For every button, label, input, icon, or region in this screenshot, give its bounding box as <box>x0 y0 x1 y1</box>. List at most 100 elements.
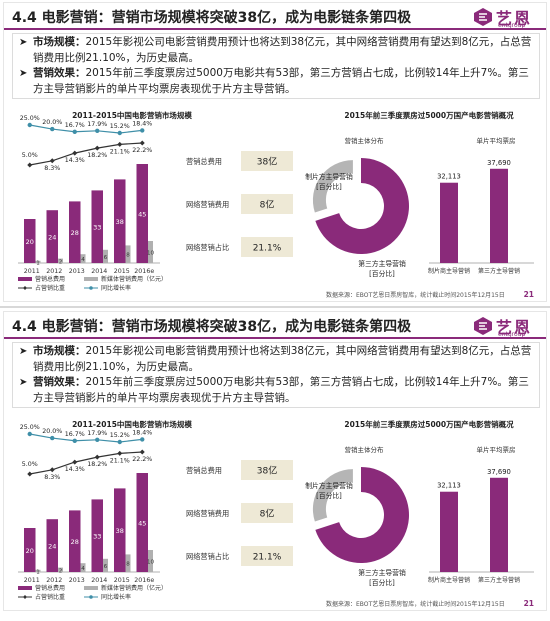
bar-total-label: 33 <box>93 224 101 232</box>
legend-swatch <box>18 277 32 281</box>
bullet-marketing-effect: ➤ 营销效果：2015年前三季度票房过5000万电影共有53部，第三方营销占七成，… <box>19 375 533 406</box>
bar-total <box>46 519 58 572</box>
bar-total-label: 20 <box>26 547 34 555</box>
avg-boxoffice-bar <box>490 477 508 572</box>
bar-newmedia-label: 8 <box>126 253 130 259</box>
bar-newmedia <box>80 254 86 263</box>
growth-point <box>95 437 100 442</box>
bar-total-label: 33 <box>93 533 101 541</box>
summary-box: ➤ 市场规模：2015年影视公司电影营销费用预计也将达到38亿元，其中网络营销费用… <box>12 33 540 99</box>
bar-total-label: 20 <box>26 238 34 246</box>
pie-label-unit: [百分比] <box>316 491 342 500</box>
bar-newmedia <box>148 241 153 263</box>
charts-area: 2011-2015中国电影营销市场规模5.0%8.3%14.3%18.2%21.… <box>18 419 534 608</box>
bar-newmedia <box>35 260 41 263</box>
bar-total <box>136 473 148 572</box>
bar-newmedia-label: 4 <box>81 257 85 263</box>
share-point <box>49 467 55 473</box>
avg-boxoffice-value: 32,113 <box>437 173 461 181</box>
bullet-market-size: ➤ 市场规模：2015年影视公司电影营销费用预计也将达到38亿元，其中网络营销费用… <box>19 344 533 375</box>
bar-total <box>46 210 58 263</box>
info-label: 营销总费用 <box>186 157 222 166</box>
x-tick-label: 2015 <box>114 577 130 584</box>
bullet-label: 营销效果： <box>33 67 86 79</box>
share-point <box>139 140 145 146</box>
legend-swatch <box>18 586 32 590</box>
share-point <box>72 459 78 465</box>
info-label: 营销总费用 <box>186 466 222 475</box>
page-number: 21 <box>524 290 534 299</box>
info-value: 8亿 <box>260 508 275 520</box>
pie-label-unit: [百分比] <box>369 578 395 587</box>
bar-newmedia <box>103 249 108 263</box>
bullet-text: 2015年前三季度票房过5000万电影共有53部，第三方营销占七成，比例较14年… <box>33 376 529 404</box>
growth-label: 25.0% <box>20 424 40 431</box>
share-label: 8.3% <box>44 165 60 172</box>
info-value: 21.1% <box>253 244 282 254</box>
bar-total <box>114 179 126 263</box>
bar-total-label: 28 <box>71 538 79 546</box>
bar-newmedia-label: 10 <box>147 251 154 257</box>
slide-1: 4.4 电影营销：营销市场规模将突破38亿，成为电影链条第四极 艺恩 entgr… <box>3 2 547 302</box>
arrow-icon: ➤ <box>19 377 28 388</box>
left-chart-title: 2011-2015中国电影营销市场规模 <box>72 110 192 120</box>
slide-title: 4.4 电影营销：营销市场规模将突破38亿，成为电影链条第四极 <box>12 319 412 335</box>
pie-label-producer: 制片方主导营销 <box>305 481 353 490</box>
share-label: 21.1% <box>110 457 130 464</box>
growth-point <box>140 437 145 442</box>
growth-point <box>140 128 145 133</box>
slide-title: 4.4 电影营销：营销市场规模将突破38亿，成为电影链条第四极 <box>12 10 412 26</box>
bar-total-label: 24 <box>48 234 56 242</box>
legend-label: 营销总费用 <box>35 584 65 592</box>
growth-label: 17.9% <box>87 121 107 128</box>
pie-label-third-party: 第三方主导营销 <box>358 568 406 577</box>
share-label: 5.0% <box>22 152 38 159</box>
info-label: 网络营销占比 <box>186 243 229 252</box>
avg-boxoffice-title: 单片平均票房 <box>477 136 516 145</box>
legend-swatch <box>84 586 98 590</box>
info-value: 38亿 <box>257 156 277 168</box>
slide-2: 4.4 电影营销：营销市场规模将突破38亿，成为电影链条第四极 艺恩 entgr… <box>3 311 547 611</box>
bar-total-label: 45 <box>138 211 146 219</box>
brand-name: 艺恩 <box>496 318 533 337</box>
source-note: 数据来源：EBOT艺恩日票房智库，统计截止时间2015年12月15日 <box>326 600 505 608</box>
slide-separator <box>0 306 550 308</box>
growth-label: 16.7% <box>65 431 85 438</box>
bar-newmedia-label: 10 <box>147 560 154 566</box>
avg-boxoffice-bar <box>440 491 458 572</box>
share-point <box>72 150 78 156</box>
arrow-icon: ➤ <box>19 346 28 357</box>
info-value: 38亿 <box>257 465 277 477</box>
share-label: 5.0% <box>22 461 38 468</box>
brand-logo: 艺恩 entgroup <box>472 5 542 31</box>
bar-newmedia-label: 1 <box>36 569 40 575</box>
bullet-label: 市场规模： <box>33 345 86 357</box>
share-point <box>27 162 33 168</box>
x-tick-label: 2016e <box>134 577 154 584</box>
bullet-text: 2015年影视公司电影营销费用预计也将达到38亿元，其中网络营销费用有望达到8亿… <box>33 36 532 64</box>
x-tick-label: 2012 <box>46 268 62 275</box>
bar-total <box>69 510 81 572</box>
legend-label: 同比增长率 <box>101 593 131 601</box>
bar-total <box>69 201 81 263</box>
bullet-text: 2015年影视公司电影营销费用预计也将达到38亿元，其中网络营销费用有望达到8亿… <box>33 345 532 373</box>
bar-total <box>114 488 126 572</box>
charts-area: 2011-2015中国电影营销市场规模5.0%8.3%14.3%18.2%21.… <box>18 110 534 299</box>
right-chart-title: 2015年前三季度票房过5000万国产电影营销概况 <box>344 110 514 120</box>
legend-marker <box>89 286 93 290</box>
info-value-box <box>241 151 293 171</box>
bar-newmedia <box>58 258 63 263</box>
bar-newmedia-label: 8 <box>126 562 130 568</box>
avg-boxoffice-category: 制片商主导营销 <box>428 576 470 584</box>
bar-total-label: 45 <box>138 520 146 528</box>
bar-total <box>24 528 36 572</box>
info-value: 8亿 <box>260 199 275 211</box>
bar-newmedia-label: 6 <box>104 564 108 570</box>
entgroup-logo-icon <box>474 317 492 335</box>
info-value-box <box>241 237 293 257</box>
bar-total-label: 28 <box>71 229 79 237</box>
x-tick-label: 2014 <box>91 577 107 584</box>
info-value: 21.1% <box>253 553 282 563</box>
legend-label: 新媒体营销费用（亿元） <box>101 584 167 592</box>
growth-point <box>117 439 122 445</box>
